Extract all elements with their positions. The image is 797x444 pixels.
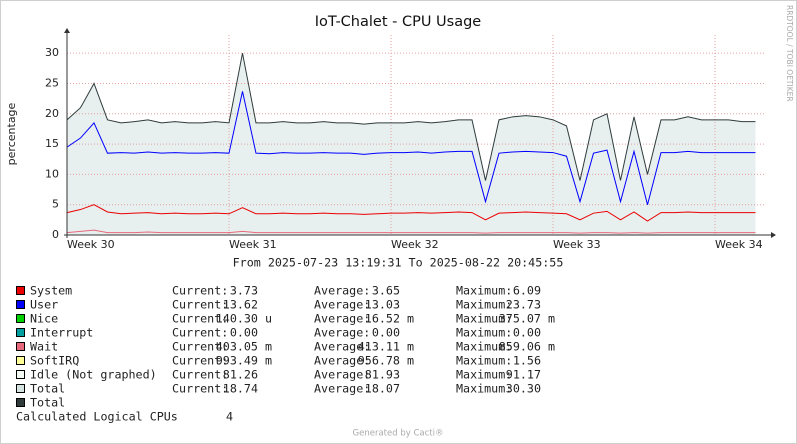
stat-value: 0.00 bbox=[513, 326, 541, 340]
x-tick-label: Week 32 bbox=[391, 238, 439, 251]
stat-value: 993.49 m bbox=[216, 354, 272, 368]
y-tick-label: 10 bbox=[45, 167, 59, 180]
stat-label: Maximum: bbox=[456, 382, 512, 396]
stat-label: Average: bbox=[314, 284, 370, 298]
subtitle: From 2025-07-23 13:19:31 To 2025-08-22 2… bbox=[233, 256, 564, 270]
legend-label: Total bbox=[30, 382, 65, 396]
stat-label: Current: bbox=[172, 382, 228, 396]
legend-swatch bbox=[16, 328, 25, 337]
legend-swatch bbox=[16, 342, 25, 351]
legend-swatch bbox=[16, 384, 25, 393]
stat-value: 13.62 bbox=[223, 298, 258, 312]
stat-label: Current: bbox=[172, 298, 228, 312]
stat-value: 859.06 m bbox=[499, 340, 555, 354]
chart-title: IoT-Chalet - CPU Usage bbox=[315, 14, 482, 30]
stat-value: 956.78 m bbox=[358, 354, 414, 368]
stat-value: 23.73 bbox=[506, 298, 541, 312]
stat-value: 3.65 bbox=[372, 284, 400, 298]
stat-label: Maximum: bbox=[456, 368, 512, 382]
stat-label: Maximum: bbox=[456, 354, 512, 368]
stat-label: Average: bbox=[314, 354, 370, 368]
stat-label: Current: bbox=[172, 340, 228, 354]
y-axis-arrow bbox=[64, 28, 70, 33]
y-tick-label: 25 bbox=[45, 76, 59, 89]
stat-value: 16.52 m bbox=[365, 312, 414, 326]
y-tick-label: 30 bbox=[45, 46, 59, 59]
extra-value: 4 bbox=[226, 410, 233, 424]
y-tick-label: 5 bbox=[52, 198, 59, 211]
stat-value: 13.03 bbox=[365, 298, 400, 312]
stat-value: 375.07 m bbox=[499, 312, 555, 326]
x-axis-arrow bbox=[771, 232, 776, 238]
legend-swatch bbox=[16, 370, 25, 379]
line bbox=[66, 229, 756, 234]
legend-label: System bbox=[30, 284, 72, 298]
plot-area: 0 5 10 15 20 25 30 Week 30 Week 31 Week 32 Week 33… bbox=[45, 28, 776, 251]
x-tick-label: Week 33 bbox=[553, 238, 601, 251]
stat-label: Average: bbox=[314, 326, 370, 340]
legend-label: Idle (Not graphed) bbox=[30, 368, 157, 382]
stat-label: Maximum: bbox=[456, 284, 512, 298]
line bbox=[66, 91, 756, 205]
stat-value: 91.17 bbox=[506, 368, 541, 382]
x-tick-label: Week 34 bbox=[715, 238, 763, 251]
footer: Generated by Cacti® bbox=[353, 429, 444, 439]
legend: System Current: 3.73 Average: 3.65 Maximum: 6.… bbox=[16, 284, 555, 424]
stat-label: Average: bbox=[314, 312, 370, 326]
stat-label: Current: bbox=[172, 368, 228, 382]
stat-value: 0.00 bbox=[230, 326, 258, 340]
extra-label: Calculated Logical CPUs bbox=[16, 410, 178, 424]
stat-value: 6.09 bbox=[513, 284, 541, 298]
x-tick-label: Week 31 bbox=[229, 238, 277, 251]
legend-swatch bbox=[16, 314, 25, 323]
y-tick-label: 0 bbox=[52, 228, 59, 241]
stat-label: Average: bbox=[314, 368, 370, 382]
stat-value: 81.26 bbox=[223, 368, 258, 382]
stat-value: 403.05 m bbox=[216, 340, 272, 354]
stat-label: Current: bbox=[172, 312, 228, 326]
legend-label: Interrupt bbox=[30, 326, 93, 340]
stat-value: 413.11 m bbox=[358, 340, 414, 354]
legend-swatch bbox=[16, 356, 25, 365]
legend-swatch bbox=[16, 286, 25, 295]
stat-value: 18.74 bbox=[223, 382, 258, 396]
stat-label: Average: bbox=[314, 382, 370, 396]
legend-swatch bbox=[16, 300, 25, 309]
stat-value: 0.00 bbox=[372, 326, 400, 340]
stat-value: 30.30 bbox=[506, 382, 541, 396]
y-tick-label: 20 bbox=[45, 107, 59, 120]
y-tick-label: 15 bbox=[45, 137, 59, 150]
stat-label: Current: bbox=[172, 284, 228, 298]
legend-label: User bbox=[30, 298, 58, 312]
stat-label: Average: bbox=[314, 298, 370, 312]
legend-swatch bbox=[16, 398, 25, 407]
legend-label: SoftIRQ bbox=[30, 354, 79, 368]
stat-label: Maximum: bbox=[456, 298, 512, 312]
y-axis-label: percentage bbox=[5, 102, 18, 165]
x-tick-label: Week 30 bbox=[67, 238, 115, 251]
watermark: RRDTOOL / TOBI OETIKER bbox=[785, 5, 794, 102]
stat-value: 140.30 u bbox=[216, 312, 272, 326]
stat-value: 81.93 bbox=[365, 368, 400, 382]
stat-label: Current: bbox=[172, 326, 228, 340]
legend-label: Wait bbox=[30, 340, 58, 354]
stat-value: 18.07 bbox=[365, 382, 400, 396]
legend-label: Total bbox=[30, 396, 65, 410]
stat-value: 1.56 bbox=[513, 354, 541, 368]
stat-value: 3.73 bbox=[230, 284, 258, 298]
legend-label: Nice bbox=[30, 312, 58, 326]
stat-label: Average: bbox=[314, 340, 370, 354]
line bbox=[66, 204, 756, 222]
stat-label: Maximum: bbox=[456, 326, 512, 340]
stat-label: Current: bbox=[172, 354, 228, 368]
stat-label: Maximum: bbox=[456, 340, 512, 354]
stat-label: Maximum: bbox=[456, 312, 512, 326]
line bbox=[66, 53, 756, 181]
